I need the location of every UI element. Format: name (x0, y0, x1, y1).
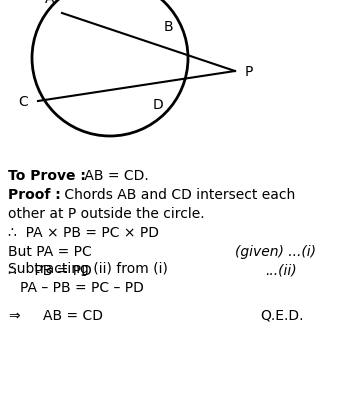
Text: Subtracting (ii) from (i): Subtracting (ii) from (i) (8, 261, 168, 275)
Text: ∴    PB = PD: ∴ PB = PD (8, 263, 92, 277)
Text: But PA = PC: But PA = PC (8, 244, 92, 259)
Text: Proof :: Proof : (8, 188, 61, 202)
Text: AB = CD: AB = CD (43, 308, 103, 322)
Text: B: B (163, 20, 173, 34)
Text: (given) ...(i): (given) ...(i) (235, 244, 316, 259)
Text: Chords AB and CD intersect each: Chords AB and CD intersect each (60, 188, 295, 202)
Text: ⇒: ⇒ (8, 308, 20, 322)
Text: A: A (45, 0, 55, 6)
Text: D: D (152, 98, 164, 112)
Text: To Prove :: To Prove : (8, 169, 86, 183)
Text: ...(ii): ...(ii) (265, 263, 297, 277)
Text: P: P (245, 65, 253, 79)
Text: ∴  PA × PB = PC × PD: ∴ PA × PB = PC × PD (8, 225, 159, 240)
Text: Q.E.D.: Q.E.D. (260, 308, 304, 322)
Text: other at P outside the circle.: other at P outside the circle. (8, 206, 205, 221)
Text: C: C (18, 95, 28, 109)
Text: PA – PB = PC – PD: PA – PB = PC – PD (20, 280, 144, 294)
Text: AB = CD.: AB = CD. (80, 169, 149, 183)
